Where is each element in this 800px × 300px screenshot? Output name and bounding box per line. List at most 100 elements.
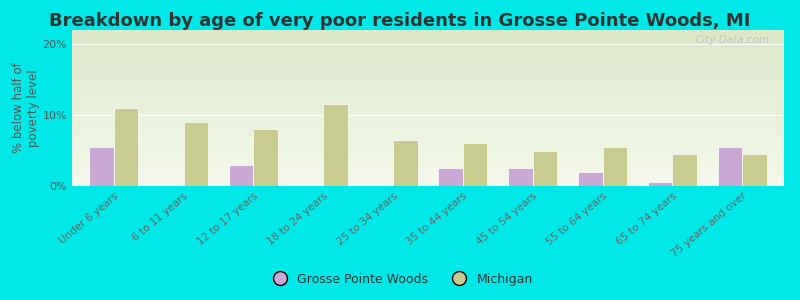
Bar xyxy=(72,147,784,148)
Bar xyxy=(393,140,418,186)
Bar xyxy=(438,168,463,186)
Bar xyxy=(72,50,784,52)
Bar xyxy=(72,141,784,142)
Bar xyxy=(72,72,784,74)
Bar xyxy=(72,169,784,170)
Bar xyxy=(72,92,784,94)
Bar xyxy=(72,131,784,133)
Bar xyxy=(72,60,784,61)
Bar xyxy=(72,114,784,116)
Bar xyxy=(72,155,784,156)
Bar xyxy=(72,116,784,117)
Bar xyxy=(72,70,784,72)
Text: City-Data.com: City-Data.com xyxy=(696,35,770,45)
Bar xyxy=(72,33,784,35)
Bar xyxy=(72,172,784,173)
Bar xyxy=(72,122,784,124)
Bar xyxy=(72,178,784,180)
Bar xyxy=(72,82,784,83)
Bar xyxy=(72,110,784,111)
Bar xyxy=(72,127,784,128)
Bar xyxy=(90,147,114,186)
Bar xyxy=(533,151,557,186)
Bar xyxy=(72,158,784,160)
Bar xyxy=(72,121,784,122)
Bar xyxy=(114,108,138,186)
Bar xyxy=(72,86,784,88)
Bar xyxy=(72,180,784,181)
Bar xyxy=(463,143,487,186)
Bar xyxy=(72,175,784,177)
Bar xyxy=(602,147,627,186)
Bar xyxy=(72,66,784,68)
Bar xyxy=(72,156,784,158)
Bar xyxy=(72,99,784,100)
Bar xyxy=(508,168,533,186)
Bar xyxy=(72,134,784,136)
Bar xyxy=(72,128,784,130)
Bar xyxy=(72,166,784,167)
Bar xyxy=(72,153,784,155)
Bar xyxy=(72,142,784,144)
Bar xyxy=(72,61,784,63)
Bar xyxy=(72,88,784,89)
Bar xyxy=(72,41,784,43)
Bar xyxy=(72,146,784,147)
Bar xyxy=(72,177,784,178)
Bar xyxy=(72,161,784,163)
Bar xyxy=(72,77,784,78)
Y-axis label: % below half of
poverty level: % below half of poverty level xyxy=(12,63,40,153)
Bar xyxy=(323,104,348,186)
Bar xyxy=(72,89,784,91)
Bar xyxy=(72,97,784,99)
Bar xyxy=(72,181,784,183)
Bar xyxy=(72,183,784,184)
Bar xyxy=(72,164,784,166)
Bar xyxy=(229,165,254,186)
Bar xyxy=(72,150,784,152)
Bar xyxy=(72,139,784,141)
Bar xyxy=(72,55,784,56)
Bar xyxy=(72,152,784,153)
Bar xyxy=(72,130,784,131)
Bar xyxy=(72,119,784,121)
Bar xyxy=(72,44,784,46)
Bar xyxy=(72,138,784,139)
Bar xyxy=(72,36,784,38)
Bar xyxy=(72,163,784,164)
Bar xyxy=(72,108,784,110)
Bar xyxy=(72,173,784,175)
Bar xyxy=(72,64,784,66)
Bar xyxy=(72,133,784,134)
Bar xyxy=(72,170,784,172)
Bar xyxy=(72,100,784,102)
Bar xyxy=(72,80,784,82)
Bar xyxy=(72,52,784,53)
Bar xyxy=(72,39,784,41)
Bar xyxy=(72,94,784,95)
Bar xyxy=(254,129,278,186)
Bar xyxy=(72,111,784,113)
Bar xyxy=(72,106,784,108)
Bar xyxy=(72,69,784,70)
Bar xyxy=(72,38,784,39)
Bar xyxy=(72,56,784,58)
Bar xyxy=(72,95,784,97)
Bar xyxy=(72,83,784,85)
Bar xyxy=(648,182,672,186)
Bar xyxy=(72,167,784,169)
Bar xyxy=(72,43,784,44)
Bar xyxy=(72,103,784,105)
Text: Breakdown by age of very poor residents in Grosse Pointe Woods, MI: Breakdown by age of very poor residents … xyxy=(50,12,750,30)
Bar xyxy=(72,49,784,50)
Bar xyxy=(72,105,784,106)
Bar xyxy=(72,68,784,69)
Bar xyxy=(578,172,602,186)
Bar xyxy=(72,136,784,138)
Bar xyxy=(184,122,208,186)
Bar xyxy=(72,85,784,86)
Bar xyxy=(72,125,784,127)
Bar xyxy=(72,184,784,186)
Bar xyxy=(718,147,742,186)
Bar xyxy=(72,160,784,161)
